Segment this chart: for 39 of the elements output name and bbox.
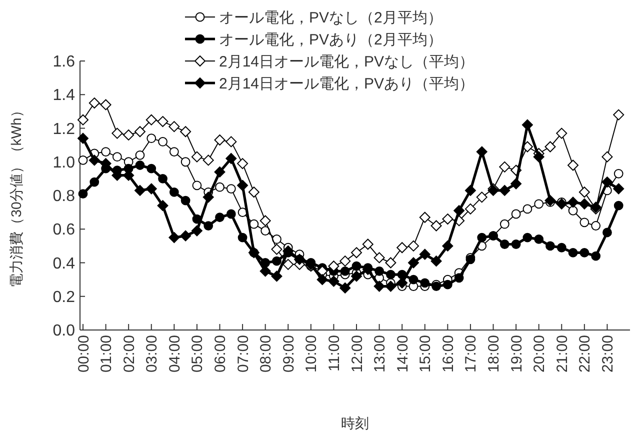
legend-label: オール電化，PVなし（2月平均） bbox=[219, 9, 442, 26]
x-tick-label: 03:00 bbox=[144, 335, 161, 373]
x-tick-label: 00:00 bbox=[75, 335, 92, 373]
y-axis-title: 電力消費（30分値）（kWh） bbox=[8, 104, 24, 288]
legend-label: 2月14日オール電化，PVあり（平均） bbox=[219, 75, 474, 92]
x-tick-label: 09:00 bbox=[280, 335, 298, 373]
x-tick-label: 15:00 bbox=[417, 335, 434, 373]
legend-label: 2月14日オール電化，PVなし（平均） bbox=[219, 53, 474, 70]
x-tick-label: 12:00 bbox=[348, 335, 366, 373]
y-tick-label: 0.8 bbox=[52, 188, 76, 206]
x-tick-label: 14:00 bbox=[394, 335, 412, 373]
x-tick-label: 07:00 bbox=[234, 335, 252, 373]
x-tick-label: 05:00 bbox=[189, 335, 206, 373]
y-tick-label: 0.2 bbox=[52, 288, 76, 306]
x-tick-label: 16:00 bbox=[440, 335, 457, 373]
x-tick-label: 21:00 bbox=[554, 335, 571, 373]
x-tick-label: 22:00 bbox=[576, 335, 594, 373]
x-tick-label: 06:00 bbox=[212, 335, 229, 373]
x-tick-label: 08:00 bbox=[258, 335, 275, 373]
x-tick-label: 18:00 bbox=[486, 335, 502, 373]
x-tick-label: 02:00 bbox=[120, 335, 138, 373]
x-tick-label: 23:00 bbox=[599, 335, 616, 373]
x-tick-label: 04:00 bbox=[166, 335, 184, 373]
y-tick-label: 1.2 bbox=[52, 120, 76, 138]
y-tick-label: 0.6 bbox=[52, 222, 76, 239]
y-tick-label: 1.6 bbox=[52, 54, 76, 71]
x-tick-label: 20:00 bbox=[531, 335, 548, 373]
x-tick-label: 10:00 bbox=[303, 335, 320, 373]
x-axis-title: 時刻 bbox=[341, 415, 369, 431]
x-tick-label: 11:00 bbox=[326, 335, 343, 372]
y-tick-label: 1.4 bbox=[52, 87, 76, 104]
x-tick-label: 17:00 bbox=[462, 335, 480, 373]
x-tick-label: 01:00 bbox=[98, 335, 116, 373]
y-tick-label: 0.4 bbox=[52, 255, 76, 272]
x-tick-label: 13:00 bbox=[372, 335, 389, 373]
x-tick-label: 19:00 bbox=[508, 335, 526, 373]
legend-label: オール電化，PVあり（2月平均） bbox=[219, 31, 442, 48]
y-tick-label: 1.0 bbox=[52, 154, 76, 172]
y-tick-label: 0.0 bbox=[52, 322, 76, 340]
